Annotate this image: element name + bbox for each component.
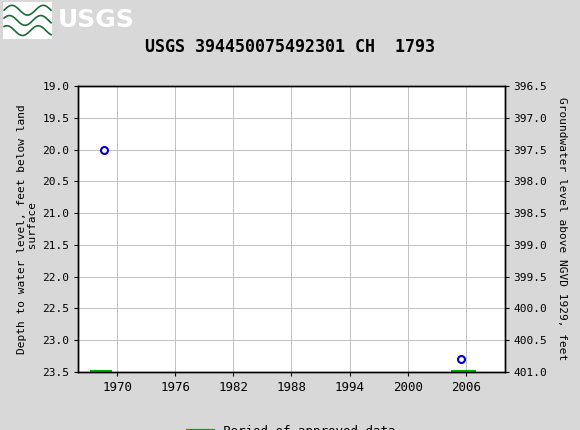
Text: USGS 394450075492301 CH  1793: USGS 394450075492301 CH 1793 [145, 38, 435, 56]
Legend: Period of approved data: Period of approved data [183, 420, 400, 430]
Y-axis label: Groundwater level above NGVD 1929, feet: Groundwater level above NGVD 1929, feet [557, 97, 567, 361]
Text: USGS: USGS [58, 9, 135, 32]
FancyBboxPatch shape [3, 2, 52, 39]
Y-axis label: Depth to water level, feet below land
 surface: Depth to water level, feet below land su… [16, 104, 38, 354]
